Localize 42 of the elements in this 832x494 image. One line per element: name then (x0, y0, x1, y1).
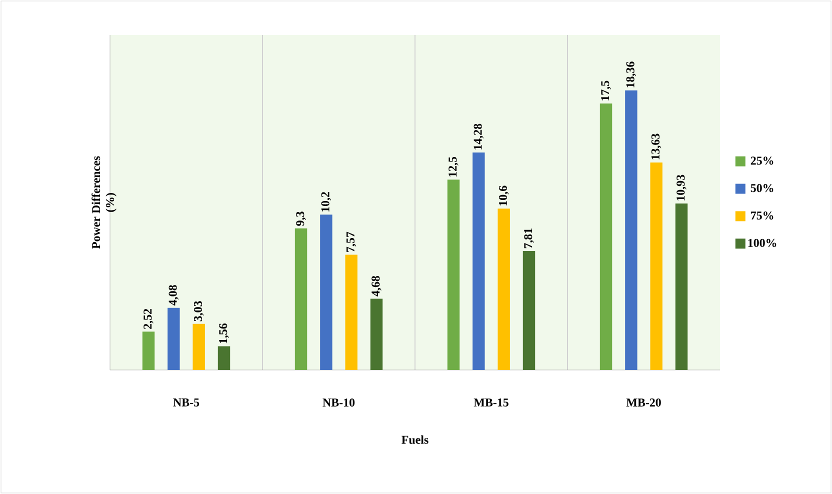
data-label: 2,52 (144, 309, 154, 329)
data-label: 4,08 (168, 285, 179, 306)
data-label: 12,5 (448, 156, 458, 176)
bar (218, 346, 230, 370)
legend-label: 25% (750, 156, 774, 165)
data-label: 13,63 (651, 134, 662, 160)
legend-label: 100% (748, 238, 776, 248)
bar (320, 214, 332, 370)
bar (370, 298, 383, 370)
bar (675, 204, 688, 370)
x-tick-label: NB-5 (173, 398, 200, 406)
x-tick-label: MB-15 (474, 398, 508, 407)
data-label: 17,5 (601, 80, 611, 100)
data-label: 3,03 (194, 301, 204, 322)
legend-label: 50% (750, 184, 774, 192)
data-label: 7,57 (346, 232, 356, 252)
bar (498, 208, 510, 370)
data-label: 10,2 (321, 192, 332, 212)
bar (168, 308, 180, 370)
data-label: 14,28 (474, 124, 484, 150)
bar (294, 228, 308, 370)
bar (472, 152, 485, 370)
bar (600, 104, 612, 370)
data-label: 1,56 (219, 323, 229, 344)
bar (142, 332, 155, 370)
data-label: 7,81 (524, 228, 534, 248)
bar (192, 324, 205, 370)
y-axis-title: Power Differences (%) (92, 156, 116, 249)
data-label: 10,93 (676, 174, 686, 200)
bar (345, 254, 358, 370)
bar (447, 180, 460, 370)
bar (625, 90, 638, 370)
bar (522, 251, 536, 370)
data-label: 10,6 (498, 186, 509, 206)
legend-label: 75% (751, 211, 774, 220)
x-tick-label: MB-20 (626, 398, 661, 407)
x-axis-title: Fuels (402, 435, 428, 444)
data-label: 9,3 (296, 212, 306, 226)
data-label: 4,68 (372, 276, 382, 296)
x-tick-label: NB-10 (322, 398, 355, 407)
bar (650, 162, 662, 370)
data-label: 18,36 (626, 62, 636, 88)
